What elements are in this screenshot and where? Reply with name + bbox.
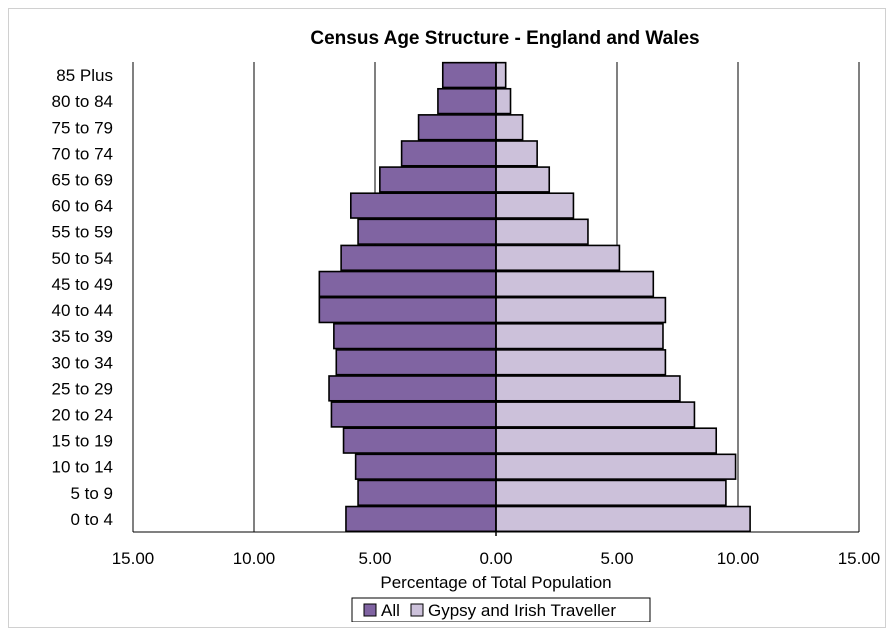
bar-gypsy-traveller — [495, 401, 696, 428]
bar-all — [318, 270, 497, 298]
legend: All Gypsy and Irish Traveller — [351, 597, 651, 622]
legend-swatch — [363, 603, 377, 617]
category-label: 55 to 59 — [52, 223, 113, 242]
bar-gypsy-traveller — [495, 114, 524, 141]
category-label: 70 to 74 — [52, 144, 113, 163]
category-label: 5 to 9 — [70, 484, 113, 503]
axis-layer: 0 to 4 5 to 9 10 to 14 15 to 19 20 to 24 25 t… — [52, 62, 881, 568]
legend-label: Gypsy and Irish Traveller — [428, 601, 616, 620]
legend-box — [351, 597, 651, 622]
category-label: 20 to 24 — [52, 406, 113, 425]
bar-gypsy-traveller — [495, 61, 507, 89]
bar-gypsy-traveller — [495, 192, 575, 219]
bar-all — [417, 114, 497, 141]
bar-gypsy-traveller — [495, 270, 655, 298]
category-label: 75 to 79 — [52, 118, 113, 137]
x-tick-label: 5.00 — [358, 549, 391, 568]
bar-all — [340, 244, 497, 272]
x-tick-label: 5.00 — [600, 549, 633, 568]
bar-all — [379, 166, 497, 193]
category-label: 25 to 29 — [52, 379, 113, 398]
bar-gypsy-traveller — [495, 505, 751, 533]
category-label: 10 to 14 — [52, 458, 113, 477]
bar-all — [354, 453, 497, 480]
bar-gypsy-traveller — [495, 479, 727, 507]
bar-gypsy-traveller — [495, 218, 589, 245]
bar-gypsy-traveller — [495, 166, 551, 193]
bar-all — [441, 61, 497, 89]
category-label: 30 to 34 — [52, 353, 113, 372]
category-label: 85 Plus — [56, 66, 113, 85]
bar-gypsy-traveller — [495, 427, 718, 454]
bar-gypsy-traveller — [495, 244, 621, 272]
bar-gypsy-traveller — [495, 453, 737, 480]
category-label: 60 to 64 — [52, 197, 113, 216]
category-label: 50 to 54 — [52, 249, 113, 268]
bar-all — [328, 375, 497, 402]
bar-all — [349, 192, 497, 219]
bar-all — [330, 401, 497, 428]
x-tick-label: 10.00 — [233, 549, 276, 568]
category-label: 35 to 39 — [52, 327, 113, 346]
x-tick-label: 15.00 — [838, 549, 881, 568]
x-tick-label: 15.00 — [112, 549, 155, 568]
category-label: 65 to 69 — [52, 171, 113, 190]
bar-all — [400, 140, 497, 167]
bar-all — [357, 218, 497, 245]
chart-title: Census Age Structure - England and Wales — [310, 28, 699, 49]
x-tick-label: 0.00 — [479, 549, 512, 568]
bar-all — [345, 505, 497, 533]
bar-all — [437, 87, 497, 115]
category-label: 45 to 49 — [52, 275, 113, 294]
category-label: 80 to 84 — [52, 92, 113, 111]
bar-all — [335, 349, 497, 376]
x-tick-label: 10.00 — [717, 549, 760, 568]
category-label: 15 to 19 — [52, 432, 113, 451]
category-label: 0 to 4 — [70, 510, 113, 529]
bar-gypsy-traveller — [495, 349, 667, 376]
bar-all — [318, 296, 497, 324]
bar-gypsy-traveller — [495, 296, 667, 324]
bar-gypsy-traveller — [495, 87, 512, 115]
bar-gypsy-traveller — [495, 140, 538, 167]
bar-all — [357, 479, 497, 507]
bar-gypsy-traveller — [495, 375, 681, 402]
x-axis-label: Percentage of Total Population — [380, 573, 611, 592]
bars-layer — [318, 61, 751, 533]
bar-gypsy-traveller — [495, 322, 664, 350]
legend-label: All — [381, 601, 400, 620]
category-label: 40 to 44 — [52, 301, 113, 320]
bar-all — [342, 427, 497, 454]
bar-all — [333, 322, 497, 350]
legend-swatch — [410, 603, 424, 617]
